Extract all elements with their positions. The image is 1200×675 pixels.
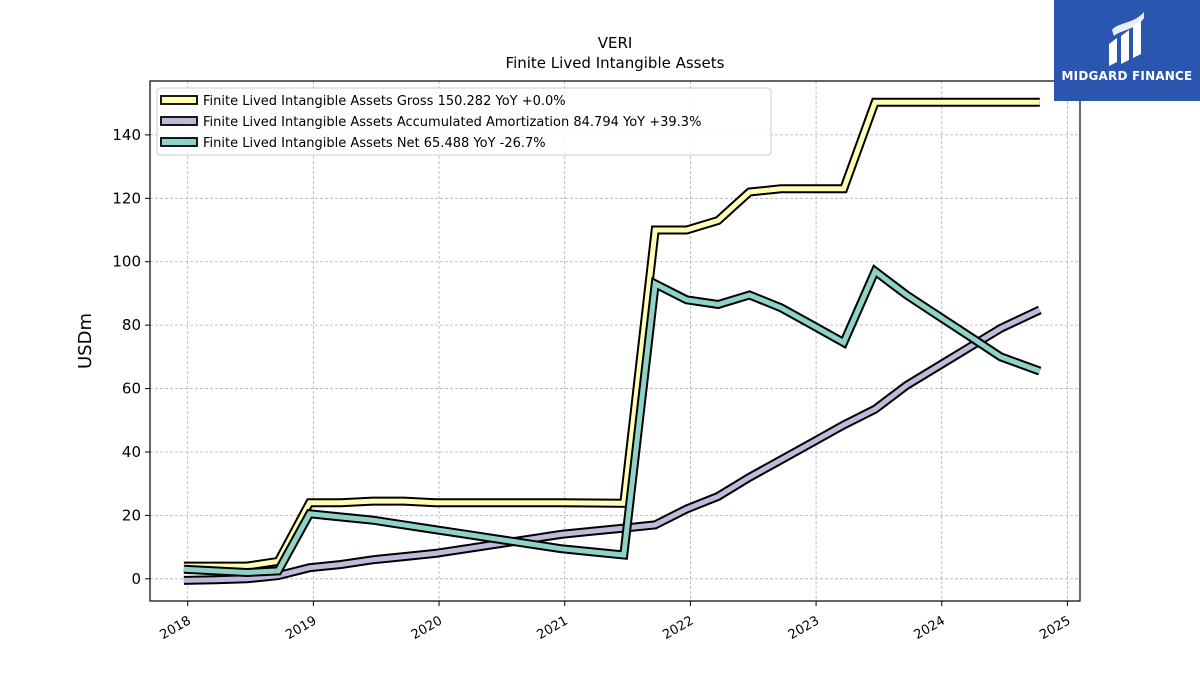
- legend-label-1: Finite Lived Intangible Assets Accumulat…: [203, 115, 701, 130]
- x-tick-label: 2022: [660, 613, 696, 643]
- x-tick-label: 2021: [535, 613, 571, 643]
- grid-layer: [150, 81, 1080, 601]
- y-tick-label: 100: [112, 253, 141, 271]
- x-tick-label: 2019: [283, 613, 319, 643]
- series-layer: [183, 97, 1042, 585]
- y-tick-label: 80: [122, 316, 141, 334]
- axis-layer: 0 20 40 60 80 100 120 140 2018 2019 2020 2021 2022 20…: [112, 126, 1073, 643]
- legend-swatch-1: [160, 116, 198, 126]
- legend-swatch-0: [160, 95, 198, 105]
- y-tick-label: 60: [122, 380, 141, 398]
- y-tick-label: 120: [112, 189, 141, 207]
- x-tick-label: 2018: [158, 613, 194, 643]
- y-tick-label: 20: [122, 506, 141, 524]
- y-tick-label: 140: [112, 126, 141, 144]
- chart-title: VERI: [598, 34, 633, 52]
- series-2-line: [183, 267, 1041, 576]
- legend: Finite Lived Intangible Assets Gross 150…: [156, 87, 772, 156]
- series-1-outline: [183, 305, 1042, 585]
- y-tick-label: 0: [131, 570, 141, 588]
- x-tick-label: 2023: [786, 613, 822, 643]
- brand-logo: MIDGARD FINANCE: [1054, 0, 1200, 101]
- legend-label-2: Finite Lived Intangible Assets Net 65.48…: [203, 136, 546, 151]
- series-0-line: [183, 99, 1040, 569]
- series-1-line: [183, 307, 1041, 583]
- legend-swatch-2: [160, 137, 198, 147]
- x-tick-label: 2020: [409, 613, 445, 643]
- x-tick-label: 2025: [1037, 613, 1073, 643]
- y-axis-label: USDm: [75, 313, 96, 369]
- brand-name: MIDGARD FINANCE: [1061, 69, 1193, 83]
- x-tick-label: 2024: [912, 613, 948, 643]
- series-0-outline: [183, 97, 1040, 571]
- legend-box: [156, 87, 772, 156]
- plot-frame: [149, 80, 1081, 602]
- legend-label-0: Finite Lived Intangible Assets Gross 150…: [203, 94, 566, 109]
- midgard-logo-icon: [1109, 12, 1144, 66]
- y-tick-label: 40: [122, 443, 141, 461]
- chart-subtitle: Finite Lived Intangible Assets: [506, 54, 725, 72]
